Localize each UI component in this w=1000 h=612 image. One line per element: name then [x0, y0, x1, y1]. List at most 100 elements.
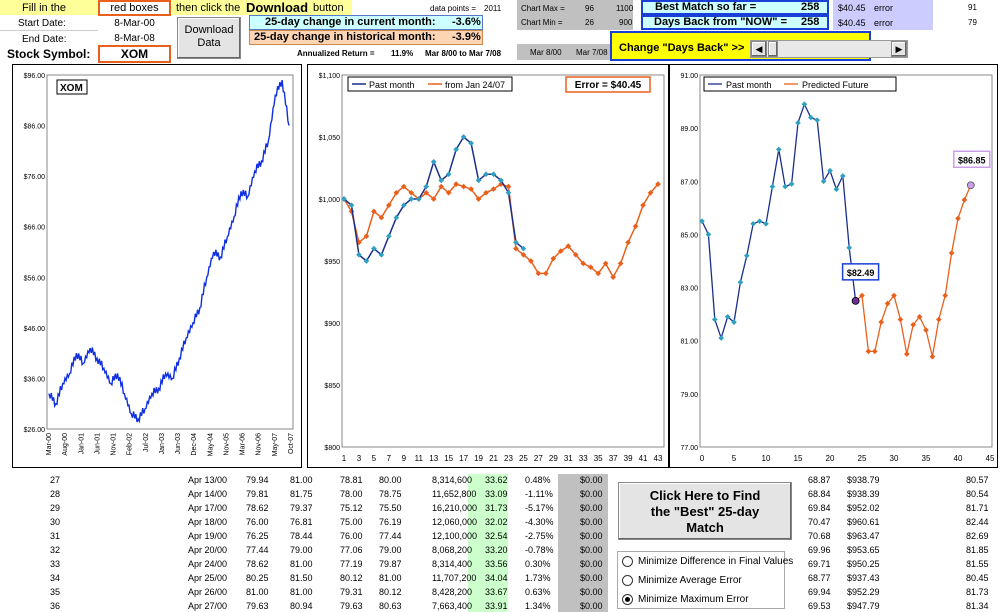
table-cell: 68.77	[808, 573, 831, 583]
x-tick-label: 9	[402, 454, 407, 463]
date-range-a: Mar 8/00	[530, 48, 562, 57]
table-cell: $0.00	[580, 601, 603, 611]
end-date-label: End Date:	[22, 34, 67, 45]
table-cell: 12,060,000	[432, 517, 478, 527]
y-tick-label: 87.00	[680, 179, 698, 186]
point-historical	[543, 270, 549, 277]
table-cell: 33	[50, 559, 61, 569]
radio-circle-selected[interactable]	[622, 594, 633, 605]
point-predicted	[891, 292, 897, 299]
chart-match-comparison: $1,100 $1,050 $1,000 $950 $900 $850 $800 1 3 5 7 9 1…	[307, 64, 669, 468]
table-cell: 76.19	[379, 517, 402, 527]
table-cell: 81.00	[379, 573, 402, 583]
radio-min-max[interactable]: Minimize Maximum Error	[622, 591, 749, 608]
table-cell: 79.94	[246, 475, 269, 485]
point-historical	[535, 270, 542, 277]
table-cell: 81.55	[966, 559, 989, 569]
legend-box	[56, 79, 88, 95]
table-cell: 7,663,400	[432, 601, 473, 611]
table-cell: $937.43	[847, 573, 880, 583]
point-past-month	[483, 171, 489, 178]
x-tick-label: 35	[594, 454, 603, 463]
point-historical	[647, 189, 654, 196]
change-hist-label: 25-day change in historical month:	[254, 31, 436, 43]
scroll-left-button[interactable]: ◀	[751, 41, 767, 57]
radio-min-avg[interactable]: Minimize Average Error	[622, 572, 742, 589]
x-tick-label: Nov-06	[256, 433, 263, 456]
table-cell: -4.30%	[525, 517, 554, 527]
table-cell: $0.00	[580, 559, 603, 569]
radio-circle[interactable]	[622, 556, 633, 567]
table-cell: 80.12	[379, 587, 402, 597]
point-past-month	[460, 134, 467, 140]
legend-label-past: Past month	[726, 80, 772, 90]
point-past-month	[475, 177, 482, 184]
x-tick-label: 15	[444, 454, 453, 463]
chart-range-bg	[517, 0, 633, 30]
point-past-month	[820, 178, 827, 185]
change-hist-box	[249, 30, 483, 45]
table-cell: $963.47	[847, 531, 880, 541]
stock-symbol-input[interactable]: XOM	[98, 45, 171, 63]
find-best-match-button[interactable]: Click Here to Find the "Best" 25-day Mat…	[618, 482, 792, 540]
chart-max-label: Chart Max =	[521, 4, 565, 13]
x-tick-label: Dec-04	[191, 433, 198, 456]
table-cell: 8,068,200	[432, 545, 473, 555]
table-cell: 36	[50, 601, 61, 611]
table-cell: 69.53	[808, 601, 831, 611]
x-tick-label: 17	[459, 454, 468, 463]
point-past-month	[827, 167, 833, 174]
table-cell: 80.63	[379, 601, 402, 611]
table-cell: 79.63	[246, 601, 269, 611]
instruction-text-2: then click the	[176, 2, 241, 14]
chart-prediction: 91.00 89.00 87.00 85.00 83.00 81.00 79.00 77.00…	[669, 64, 998, 468]
table-cell: 76.25	[246, 531, 269, 541]
change-current-value: -3.6%	[452, 16, 481, 28]
table-cell: 0.48%	[525, 475, 551, 485]
point-historical	[423, 189, 430, 196]
point-historical	[528, 258, 534, 264]
days-back-scrollbar[interactable]	[750, 40, 908, 58]
x-tick-label: 20	[826, 454, 835, 463]
table-cell: 81.85	[966, 545, 989, 555]
table-cell: 35	[50, 587, 61, 597]
table-cell: 81.73	[966, 587, 989, 597]
scroll-thumb[interactable]	[768, 41, 778, 57]
x-tick-label: 29	[549, 454, 558, 463]
point-predicted	[923, 327, 929, 333]
x-tick-label: 39	[624, 454, 633, 463]
y-tick-label: $800	[324, 445, 340, 452]
table-cell: 81.71	[966, 503, 989, 513]
x-tick-label: 33	[579, 454, 588, 463]
x-tick-label: 3	[357, 454, 362, 463]
radio-min-diff[interactable]: Minimize Difference in Final Values	[622, 553, 793, 570]
point-past-month	[468, 140, 474, 147]
start-date-field[interactable]: 8-Mar-00	[114, 18, 155, 29]
red-boxes-label: red boxes	[98, 0, 171, 16]
point-historical	[445, 189, 452, 196]
scroll-right-button[interactable]: ▶	[891, 41, 907, 57]
end-date-field[interactable]: 8-Mar-08	[114, 33, 155, 44]
point-past-month	[453, 146, 459, 153]
table-cell: 69.84	[808, 503, 831, 513]
x-tick-label: 30	[890, 454, 899, 463]
table-cell: 81.00	[290, 475, 313, 485]
table-row: 31 Apr 19/00 76.25 78.44 76.00 77.44 12,100,00…	[0, 530, 1000, 544]
table-cell: -5.17%	[525, 503, 554, 513]
table-cell: $0.00	[580, 545, 603, 555]
table-cell: 75.12	[340, 503, 363, 513]
table-cell: Apr 14/00	[188, 489, 228, 499]
table-cell: $0.00	[580, 531, 603, 541]
point-historical	[550, 255, 557, 262]
table-cell: 79.00	[379, 545, 402, 555]
radio-circle[interactable]	[622, 575, 633, 586]
table-cell: 80.25	[246, 573, 269, 583]
table-cell: 81.00	[246, 587, 269, 597]
x-tick-label: 0	[700, 454, 705, 463]
data-table: 27 Apr 13/00 79.94 81.00 78.81 80.00 8,314,600…	[0, 474, 1000, 612]
y-tick-label: 77.00	[680, 445, 698, 452]
table-row: 29 Apr 17/00 78.62 79.37 75.12 75.50 16,210,00…	[0, 502, 1000, 516]
table-cell: 33.62	[485, 475, 508, 485]
download-data-button[interactable]: Download Data	[177, 17, 241, 59]
table-cell: 80.54	[966, 489, 989, 499]
